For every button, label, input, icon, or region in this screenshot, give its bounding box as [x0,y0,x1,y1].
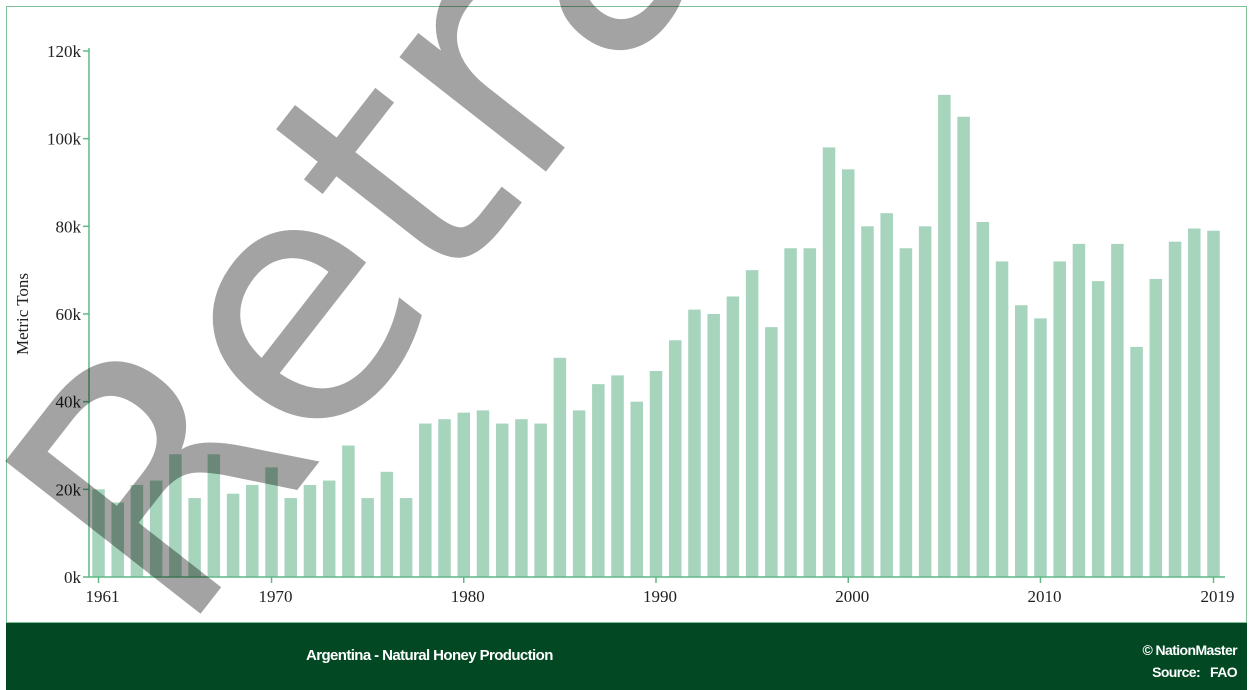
source-line: Source: FAO [1143,661,1238,683]
bar-1996[interactable] [765,327,778,577]
bar-1966[interactable] [188,498,201,577]
y-ticks-group: 0k 20k 40k 60k 80k 100k 120k [47,42,89,587]
y-tick-label: 100k [47,130,82,149]
bar-1967[interactable] [207,454,221,577]
bar-1993[interactable] [707,314,720,577]
copyright-link[interactable]: © NationMaster [1142,642,1238,658]
bar-2013[interactable] [1091,281,1105,578]
bar-1975[interactable] [361,498,374,577]
bar-1995[interactable] [745,270,759,577]
bar-1970[interactable] [265,467,278,577]
bar-1971[interactable] [284,498,297,577]
bar-1969[interactable] [246,484,259,577]
x-tick-label: 1970 [259,587,293,606]
bar-2018[interactable] [1188,228,1201,577]
bar-1963[interactable] [130,484,144,577]
bar-1980[interactable] [457,412,471,578]
x-ticks-group: 1961 1970 1980 1990 2000 2010 2019 [86,577,1235,606]
bar-chart: 0k 20k 40k 60k 80k 100k 120k 1961 1970 1980 1990 2… [0,0,1235,623]
x-tick-label: 1961 [86,587,120,606]
bar-2012[interactable] [1072,243,1086,577]
bar-2015[interactable] [1130,346,1143,578]
bar-1972[interactable] [303,484,317,577]
y-tick-label: 20k [56,480,82,499]
x-tick-label: 1980 [451,587,485,606]
bar-1987[interactable] [592,384,605,577]
chart-caption: Argentina - Natural Honey Production [306,647,553,664]
bar-2011[interactable] [1053,261,1066,577]
footer-bar: Argentina - Natural Honey Production © N… [6,623,1247,690]
y-tick-label: 80k [56,217,82,236]
x-tick-label: 1990 [643,587,677,606]
y-tick-label: 0k [64,568,82,587]
bar-2009[interactable] [1015,305,1028,577]
bar-1968[interactable] [226,493,240,577]
bar-1977[interactable] [399,498,413,577]
bar-1983[interactable] [515,419,528,577]
bar-1965[interactable] [169,454,182,577]
bar-2000[interactable] [841,169,855,577]
bar-1974[interactable] [342,445,355,578]
bar-1997[interactable] [784,248,797,577]
source-value: FAO [1210,664,1238,680]
bar-1991[interactable] [668,340,682,577]
bar-1982[interactable] [495,423,509,577]
bar-1986[interactable] [572,410,586,577]
bars-group [92,94,1220,578]
bar-1961[interactable] [92,489,105,577]
y-tick-label: 60k [56,305,82,324]
bar-1981[interactable] [476,410,490,577]
bar-2004[interactable] [918,226,932,577]
x-tick-label: 2000 [835,587,869,606]
bar-1988[interactable] [611,375,624,577]
bar-2014[interactable] [1111,243,1124,577]
x-tick-label: 2019 [1201,587,1235,606]
y-tick-label: 120k [47,42,82,61]
x-tick-label: 2010 [1027,587,1061,606]
bar-1989[interactable] [630,401,644,577]
source-label: Source: [1152,664,1201,680]
bar-2008[interactable] [995,261,1009,577]
bar-1978[interactable] [419,423,432,577]
bar-1998[interactable] [803,248,817,577]
bar-2005[interactable] [938,94,951,577]
bar-2003[interactable] [899,248,913,577]
bar-1990[interactable] [649,370,663,577]
bar-1973[interactable] [322,480,336,577]
bar-2002[interactable] [880,213,893,577]
bar-1964[interactable] [149,480,163,577]
bar-2006[interactable] [957,116,970,577]
bar-2019[interactable] [1207,230,1220,577]
bar-2016[interactable] [1149,278,1163,577]
bar-2007[interactable] [976,221,990,577]
bar-1994[interactable] [726,296,740,577]
credit-block: © NationMaster Source: FAO [1143,639,1238,683]
y-axis-title: Metric Tons [13,273,32,355]
bar-1979[interactable] [438,419,451,577]
bar-1962[interactable] [111,502,124,577]
bar-1999[interactable] [822,147,836,577]
bar-1984[interactable] [534,423,547,577]
bar-2010[interactable] [1034,318,1047,577]
bar-2001[interactable] [861,226,874,577]
bar-2017[interactable] [1168,241,1182,577]
bar-1985[interactable] [553,357,567,577]
y-tick-label: 40k [56,393,82,412]
bar-1976[interactable] [380,471,394,577]
bar-1992[interactable] [688,309,701,577]
